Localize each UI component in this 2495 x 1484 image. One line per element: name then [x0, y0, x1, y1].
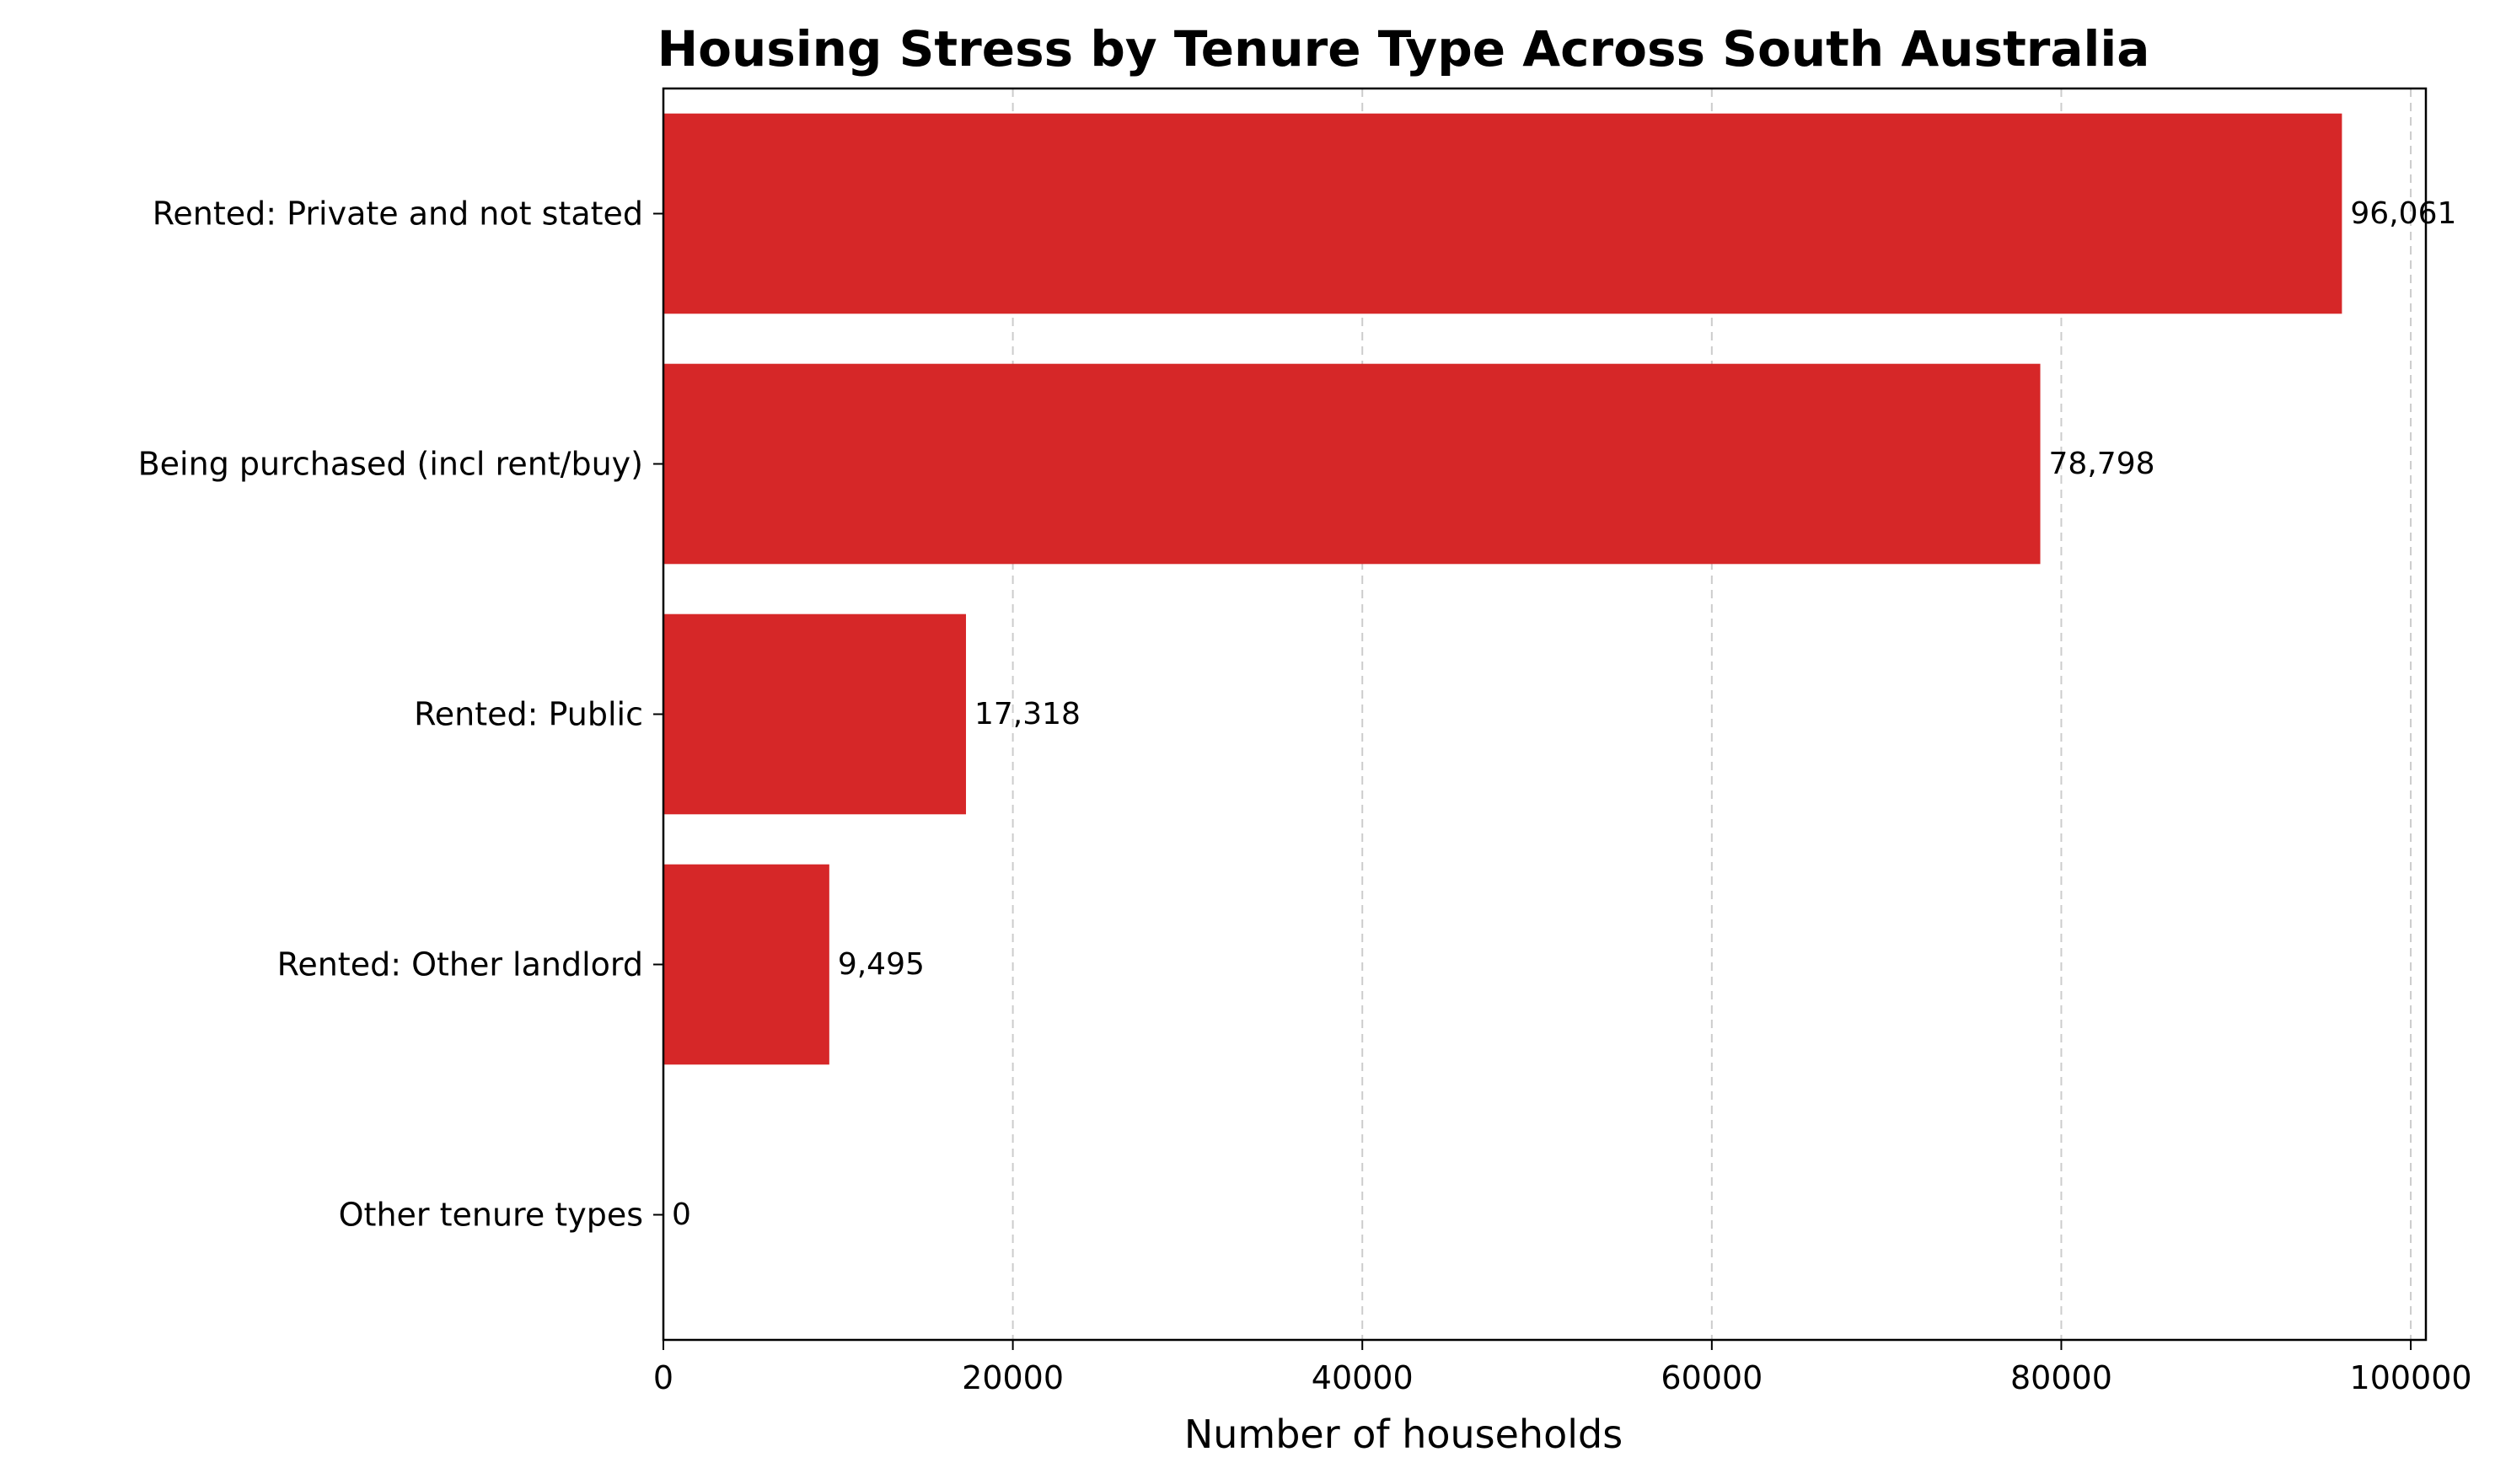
data-label: 78,798	[2049, 447, 2155, 481]
x-tick-label: 0	[653, 1359, 673, 1396]
x-tick-label: 100000	[2350, 1359, 2472, 1396]
data-label: 17,318	[974, 697, 1081, 731]
bar	[663, 613, 967, 815]
x-tick-label: 60000	[1661, 1359, 1763, 1396]
bar-layer	[663, 113, 2342, 1065]
x-tick-label: 40000	[1312, 1359, 1414, 1396]
tick-layer: 0 20000 40000 60000 80000 100000	[653, 212, 2472, 1396]
bar	[663, 363, 2041, 565]
data-label: 0	[672, 1197, 691, 1232]
x-axis-label: Number of households	[1184, 1412, 1623, 1457]
data-label: 96,061	[2350, 196, 2456, 231]
y-tick-label: Rented: Public	[414, 696, 643, 733]
y-tick-label: Being purchased (incl rent/buy)	[138, 446, 643, 483]
x-tick-label: 80000	[2010, 1359, 2112, 1396]
y-tick-label: Rented: Private and not stated	[153, 196, 643, 233]
chart-title: Housing Stress by Tenure Type Across Sou…	[657, 20, 2150, 78]
y-tick-label: Other tenure types	[339, 1197, 643, 1234]
bar	[663, 864, 829, 1065]
bar	[663, 113, 2342, 314]
y-tick-label: Rented: Other landlord	[277, 946, 643, 983]
label-layer: Rented: Private and not stated 96,061 Bein…	[138, 196, 2457, 1234]
data-label: 9,495	[838, 947, 925, 982]
x-tick-label: 20000	[962, 1359, 1064, 1396]
